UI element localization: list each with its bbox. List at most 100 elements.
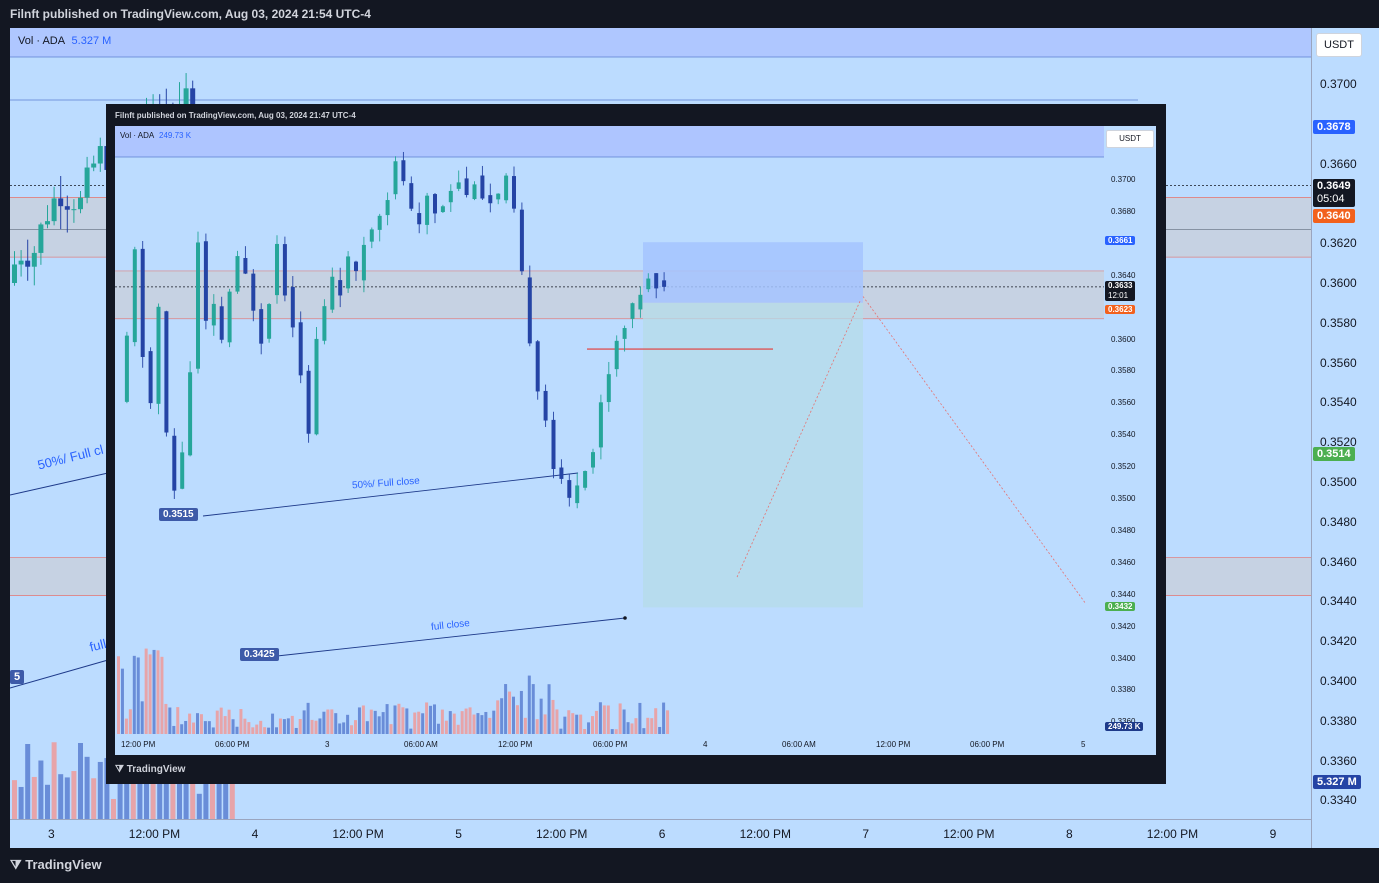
inset-volume-bar <box>302 710 306 734</box>
inset-volume-bar <box>156 650 160 734</box>
inset-last-price-value: 0.3633 <box>1108 281 1133 290</box>
inset-volume-bar <box>547 684 551 734</box>
inset-time-tick: 12:00 PM <box>121 740 156 749</box>
inset-volume-bar <box>480 715 484 734</box>
publisher-header: Filnft published on TradingView.com, Aug… <box>10 7 371 21</box>
inset-chart-canvas[interactable] <box>115 126 1104 734</box>
inset-volume-bar <box>492 710 496 734</box>
inset-full-close-line <box>276 617 626 657</box>
inset-price-tick: 0.3420 <box>1111 621 1136 631</box>
inset-candle <box>322 306 327 341</box>
inset-price-axis[interactable] <box>1104 126 1156 734</box>
outer-volume-bar <box>18 786 24 820</box>
inset-volume-bar <box>152 649 156 734</box>
outer-price-tick: 0.3520 <box>1320 435 1357 450</box>
outer-volume-bar <box>229 766 235 820</box>
outer-price-tick: 0.3700 <box>1320 77 1357 91</box>
inset-volume-bar <box>247 722 251 734</box>
inset-volume-bar <box>346 714 350 734</box>
inset-volume-bar <box>136 657 140 734</box>
inset-volume-bar <box>587 722 591 734</box>
inset-candle <box>124 335 129 402</box>
inset-price-tick: 0.3640 <box>1111 270 1136 280</box>
inset-volume-bar <box>421 713 425 734</box>
inset-candle <box>535 341 540 392</box>
inset-candle <box>140 248 145 357</box>
inset-volume-bar <box>452 713 456 734</box>
inset-volume-bar <box>531 684 535 734</box>
outer-price-tick: 0.3460 <box>1320 554 1357 569</box>
outer-volume-bar <box>84 756 90 820</box>
inset-volume-bar <box>464 708 468 734</box>
inset-candle <box>575 485 580 504</box>
inset-volume-bar <box>231 719 235 734</box>
inset-volume-bar <box>618 703 622 734</box>
inset-volume-bar <box>543 714 547 734</box>
inset-volume-bar <box>227 709 231 734</box>
inset-candle <box>196 242 200 369</box>
inset-candle <box>662 280 667 287</box>
inset-candle <box>290 286 295 328</box>
inset-volume-bar <box>243 718 247 734</box>
inset-volume-bar <box>263 727 267 734</box>
inset-volume-bar <box>389 724 393 734</box>
inset-volume-bar <box>436 723 440 734</box>
inset-volume-bar <box>496 700 500 734</box>
outer-volume-bar <box>223 783 229 820</box>
inset-candle <box>638 294 643 310</box>
inset-candle <box>606 374 611 403</box>
inset-candle <box>472 184 477 200</box>
outer-time-axis[interactable] <box>10 820 1312 848</box>
price-badge-level-1: 0.3678 <box>1313 120 1355 134</box>
inset-currency-button[interactable]: USDT <box>1106 130 1154 148</box>
inset-volume-bar <box>255 724 259 734</box>
inset-volume-bar <box>192 722 196 734</box>
inset-volume-bar <box>164 703 168 734</box>
inset-time-axis[interactable] <box>115 734 1156 755</box>
inset-candle <box>132 249 137 343</box>
outer-price-tick: 0.3560 <box>1320 355 1357 370</box>
outer-candle <box>51 198 57 222</box>
outer-volume-bar <box>163 762 169 820</box>
inset-candle <box>654 273 659 289</box>
inset-candle <box>409 183 414 209</box>
inset-price-tick: 0.3480 <box>1111 525 1136 535</box>
inset-header: Filnft published on TradingView.com, Aug… <box>115 111 356 120</box>
inset-volume-bar <box>314 720 318 734</box>
inset-volume-bar <box>646 717 650 734</box>
inset-volume-bar <box>476 713 480 734</box>
inset-badge-target-low: 0.3432 <box>1105 602 1136 611</box>
outer-candle <box>18 260 24 265</box>
inset-volume-bar <box>140 701 144 734</box>
inset-candle <box>567 480 572 498</box>
inset-candle <box>338 280 343 296</box>
outer-price-axis[interactable] <box>1312 28 1379 848</box>
outer-time-tick: 9 <box>1269 827 1277 841</box>
inset-volume-bar <box>350 725 354 734</box>
inset-chart-pane[interactable] <box>115 126 1104 734</box>
outer-time-tick: 3 <box>48 827 55 841</box>
inset-candle <box>385 200 390 216</box>
inset-candle <box>251 273 256 311</box>
outer-volume-bar <box>170 751 176 820</box>
currency-button[interactable]: USDT <box>1316 33 1362 57</box>
inset-volume-bar <box>393 705 397 734</box>
inset-volume-bar <box>440 709 444 734</box>
inset-candle <box>456 182 461 189</box>
inset-volume-bar <box>306 702 310 734</box>
outer-price-tick: 0.3400 <box>1320 674 1357 688</box>
inset-price-tick: 0.3520 <box>1111 462 1136 472</box>
inset-price-tick: 0.3700 <box>1111 175 1136 184</box>
inset-volume-bar <box>401 707 405 734</box>
outer-volume-bar <box>31 776 37 820</box>
outer-price-tick: 0.3620 <box>1320 236 1357 251</box>
inset-candle <box>488 195 493 204</box>
inset-stop-box <box>643 242 863 303</box>
inset-time-tick: 06:00 PM <box>593 740 628 749</box>
inset-price-tick: 0.3580 <box>1111 366 1136 376</box>
inset-candle <box>156 306 161 404</box>
volume-legend-label: Vol · ADA <box>18 35 65 47</box>
inset-volume-bar <box>567 710 571 734</box>
tradingview-logo[interactable]: ⧩ TradingView <box>10 857 102 873</box>
outer-half-close-line <box>10 472 109 496</box>
